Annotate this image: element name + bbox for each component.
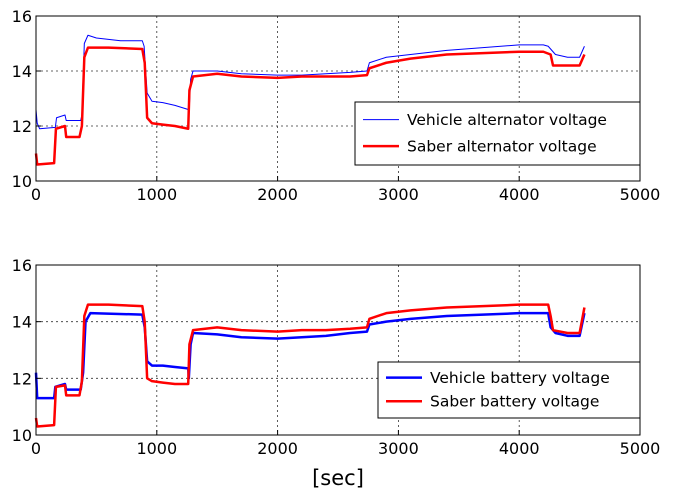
x-tick-label: 2000: [257, 185, 298, 204]
y-tick-label: 12: [12, 117, 32, 136]
battery-voltage-plot: 0 1000 2000 3000 4000 5000 10 12 14 16 Vehicle ba…: [12, 256, 661, 490]
y-tick-label: 14: [12, 313, 32, 332]
x-tick-label: 5000: [620, 439, 661, 458]
x-tick-label: 1000: [136, 439, 177, 458]
alternator-voltage-plot: 0 1000 2000 3000 4000 5000 10 12 14 16 Vehicle al…: [12, 7, 661, 204]
tick-labels: 0 1000 2000 3000 4000 5000 10 12 14 16: [12, 256, 661, 458]
x-tick-label: 4000: [499, 439, 540, 458]
series-line-1: [34, 46, 586, 166]
tick-labels: 0 1000 2000 3000 4000 5000 10 12 14 16: [12, 7, 661, 204]
y-tick-label: 10: [12, 426, 32, 445]
y-tick-label: 10: [12, 172, 32, 191]
series-lines: [34, 303, 586, 428]
y-tick-label: 14: [12, 62, 32, 81]
legend: Vehicle alternator voltage Saber alterna…: [354, 101, 641, 166]
series-lines: [34, 34, 586, 166]
x-tick-label: 0: [31, 185, 41, 204]
axes-frame: [35, 15, 641, 182]
x-tick-label: 4000: [499, 185, 540, 204]
legend-label-saber-alternator: Saber alternator voltage: [407, 138, 597, 156]
y-tick-label: 16: [12, 256, 32, 275]
legend-label-vehicle-alternator: Vehicle alternator voltage: [407, 111, 607, 129]
y-tick-label: 16: [12, 7, 32, 26]
x-tick-label: 3000: [378, 439, 419, 458]
axes-frame: [35, 264, 641, 436]
legend: Vehicle battery voltage Saber battery vo…: [377, 361, 641, 419]
legend-box: [354, 101, 641, 166]
x-tick-label: 2000: [257, 439, 298, 458]
legend-label-vehicle-battery: Vehicle battery voltage: [430, 369, 610, 387]
x-tick-label: 5000: [620, 185, 661, 204]
grid-lines: [36, 16, 640, 181]
legend-box: [377, 361, 641, 419]
x-tick-label: 3000: [378, 185, 419, 204]
x-axis-label: [sec]: [312, 466, 364, 490]
x-tick-label: 1000: [136, 185, 177, 204]
series-line-1: [34, 303, 586, 428]
legend-label-saber-battery: Saber battery voltage: [430, 393, 599, 411]
x-tick-label: 0: [31, 439, 41, 458]
y-tick-label: 12: [12, 369, 32, 388]
